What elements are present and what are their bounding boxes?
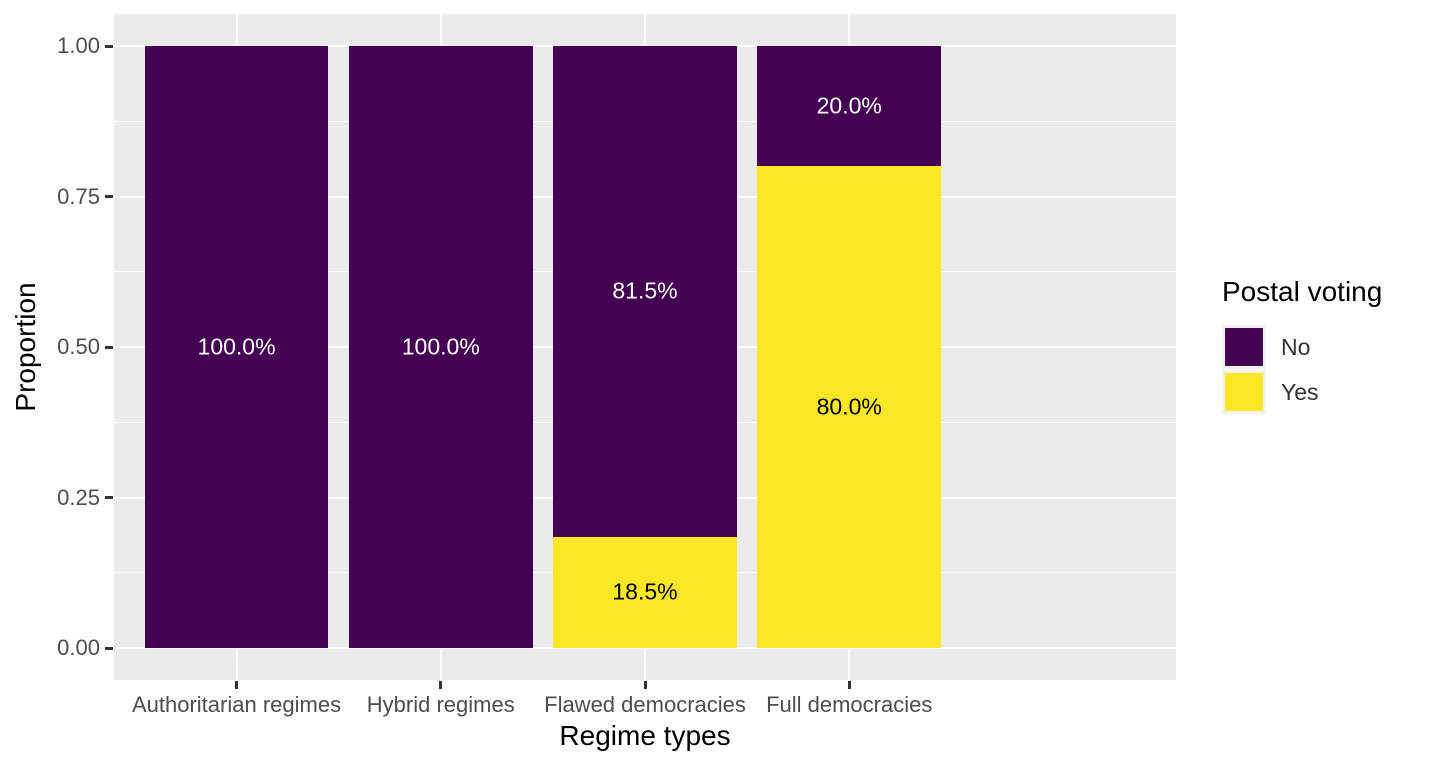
bar-label: 100.0% — [401, 333, 480, 360]
x-axis-tick — [847, 681, 851, 689]
x-axis-tick-label: Authoritarian regimes — [131, 692, 342, 717]
bar-label: 20.0% — [816, 92, 882, 119]
x-axis-tick — [643, 681, 647, 689]
bar-label: 18.5% — [612, 578, 678, 605]
bar-label: 80.0% — [816, 393, 882, 420]
bar-segment-no — [144, 46, 329, 648]
y-axis-tick — [105, 44, 113, 48]
x-axis-tick-label: Full democracies — [766, 692, 933, 717]
bar-segment-no — [757, 46, 942, 167]
x-axis-tick — [439, 681, 443, 689]
bar-label: 100.0% — [197, 333, 276, 360]
y-axis-tick — [105, 496, 113, 499]
y-axis-tick — [105, 195, 113, 198]
legend: Postal voting No Yes — [1222, 276, 1440, 415]
bar-segment-yes — [553, 536, 737, 648]
legend-key-yes — [1222, 370, 1266, 414]
legend-key-no — [1222, 325, 1266, 369]
bar-segment-no — [553, 46, 737, 537]
legend-title: Postal voting — [1222, 276, 1383, 307]
y-axis-tick — [105, 345, 113, 349]
y-axis-tick-label: 0.00 — [57, 635, 100, 660]
legend-entry-yes: Yes — [1222, 370, 1440, 414]
legend-entry-no: No — [1222, 325, 1440, 369]
x-axis-tick-label: Hybrid regimes — [366, 692, 515, 717]
legend-label-no: No — [1281, 333, 1311, 360]
y-axis-tick-label: 0.50 — [57, 334, 100, 359]
x-axis-tick — [235, 681, 239, 689]
legend-label-yes: Yes — [1281, 378, 1319, 405]
y-axis-tick-label: 0.75 — [57, 183, 100, 209]
y-axis-tick-label: 1.00 — [57, 33, 100, 58]
bar-label: 81.5% — [612, 277, 678, 304]
legend-swatch-yes-icon — [1225, 373, 1263, 411]
x-axis-title: Regime types — [559, 720, 731, 751]
bar-segment-no — [348, 46, 533, 648]
y-axis-tick — [105, 646, 113, 650]
bar-segment-yes — [757, 166, 942, 648]
x-axis-tick-label: Flawed democracies — [544, 692, 746, 717]
legend-swatch-no-icon — [1225, 328, 1263, 366]
y-axis-tick-label: 0.25 — [57, 484, 100, 510]
plot-panel: 100.0% 100.0% 81.5% 18.5% 20.0% 80.0% — [114, 14, 1176, 680]
